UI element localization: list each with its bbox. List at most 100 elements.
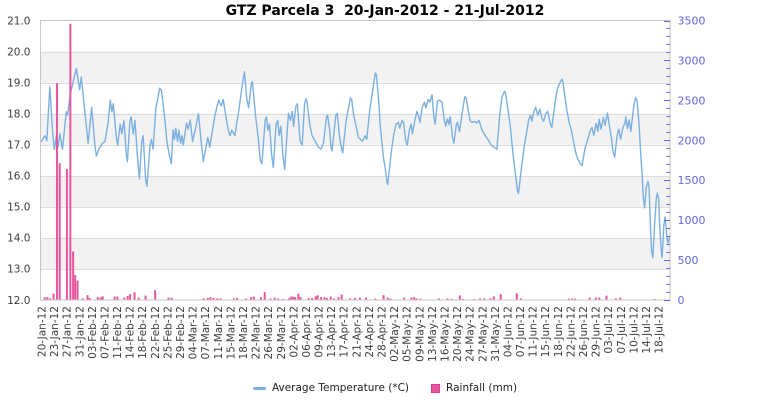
rainfall-bar bbox=[588, 297, 591, 300]
x-axis-label: 13-May-12 bbox=[427, 306, 439, 362]
y-axis-right-label: 2000 bbox=[678, 134, 706, 147]
y-axis-left-label: 16.0 bbox=[7, 171, 30, 183]
rainfall-bar bbox=[598, 297, 601, 300]
x-axis-label: 20-Jan-12 bbox=[37, 306, 49, 357]
rainfall-bar bbox=[72, 251, 75, 300]
rainfall-bar bbox=[235, 298, 238, 300]
y-axis-left-label: 17.0 bbox=[7, 140, 30, 152]
x-axis-label: 29-Mar-12 bbox=[276, 306, 288, 359]
rainfall-bar bbox=[259, 297, 262, 300]
rainfall-bar bbox=[605, 295, 608, 300]
rainfall-bar bbox=[65, 169, 68, 300]
rainfall-bar bbox=[386, 297, 389, 300]
rainfall-square-marker bbox=[431, 383, 441, 393]
y-axis-left-label: 21.0 bbox=[7, 15, 30, 27]
y-axis-right-label: 0 bbox=[678, 294, 685, 307]
x-axis-label: 14-Feb-12 bbox=[125, 306, 137, 359]
rainfall-bar bbox=[219, 298, 222, 300]
rainfall-bar bbox=[374, 298, 377, 300]
rainfall-bar bbox=[340, 294, 343, 300]
x-axis-label: 18-Jun-12 bbox=[553, 306, 565, 357]
rainfall-bar bbox=[269, 298, 272, 300]
y-axis-left-label: 18.0 bbox=[7, 108, 30, 120]
rainfall-bar bbox=[74, 274, 77, 300]
rainfall-bar bbox=[413, 297, 416, 300]
temperature-line bbox=[40, 67, 671, 259]
y-axis-right-label: 500 bbox=[678, 254, 699, 267]
x-axis-label: 06-Apr-12 bbox=[301, 306, 313, 358]
x-axis-label: 09-Apr-12 bbox=[314, 306, 326, 358]
rainfall-bar bbox=[116, 296, 119, 300]
rainfall-bar bbox=[252, 296, 255, 300]
rainfall-bar bbox=[49, 298, 52, 300]
x-axis-label: 07-Jul-12 bbox=[616, 306, 628, 354]
x-axis-label: 09-May-12 bbox=[414, 306, 426, 362]
x-axis-label: 29-Feb-12 bbox=[175, 306, 187, 359]
x-axis-label: 22-Mar-12 bbox=[251, 306, 263, 359]
rainfall-bar bbox=[571, 298, 574, 300]
x-axis-label: 11-Mar-12 bbox=[213, 306, 225, 359]
rainfall-bar bbox=[52, 293, 55, 300]
rainfall-bar bbox=[273, 297, 276, 300]
chart-title: GTZ Parcela 3 20-Jan-2012 - 21-Jul-2012 bbox=[225, 3, 545, 19]
rainfall-bar bbox=[614, 298, 617, 300]
temperature-series bbox=[40, 67, 671, 259]
rainfall-bar bbox=[519, 298, 522, 300]
y-axis-right-label: 3000 bbox=[678, 54, 706, 67]
x-axis-label: 07-Mar-12 bbox=[200, 306, 212, 359]
x-axis-label: 02-May-12 bbox=[389, 306, 401, 362]
x-axis-label: 07-Feb-12 bbox=[99, 306, 111, 359]
rainfall-bar bbox=[99, 297, 102, 300]
rainfall-bar bbox=[294, 297, 297, 300]
rainfall-bar bbox=[170, 297, 173, 300]
rainfall-bar bbox=[382, 295, 385, 300]
rainfall-bar bbox=[329, 296, 332, 300]
rainfall-bar bbox=[58, 163, 61, 300]
x-axis-label: 18-Mar-12 bbox=[238, 306, 250, 359]
rainfall-bar bbox=[323, 297, 326, 300]
x-axis-label: 16-May-12 bbox=[439, 306, 451, 362]
rainfall-bar bbox=[292, 296, 295, 300]
rainfall-bar bbox=[202, 298, 205, 300]
rainfall-bar bbox=[311, 298, 314, 300]
x-axis-label: 07-Jun-12 bbox=[515, 306, 527, 357]
rainfall-bar bbox=[446, 298, 449, 300]
rainfall-bar bbox=[410, 297, 413, 300]
rainfall-bar bbox=[282, 298, 285, 300]
y-axis-right-labels: 3500 3000 2500 2000 1500 1000 500 0 bbox=[678, 15, 706, 308]
x-axis-label: 02-Apr-12 bbox=[288, 306, 300, 358]
y-axis-left-label: 20.0 bbox=[7, 46, 30, 58]
x-axis-label: 31-Jan-12 bbox=[74, 306, 86, 357]
rainfall-bar bbox=[101, 296, 104, 300]
rainfall-bar bbox=[96, 297, 99, 300]
rainfall-bar bbox=[325, 298, 328, 300]
rainfall-bar bbox=[314, 296, 317, 300]
x-axis-label: 17-Apr-12 bbox=[339, 306, 351, 358]
x-axis-label: 24-May-12 bbox=[465, 306, 477, 362]
rainfall-bar bbox=[332, 298, 335, 300]
plot-bands bbox=[40, 51, 670, 269]
x-axis-label: 11-Feb-12 bbox=[112, 306, 124, 359]
rainfall-bar bbox=[69, 23, 72, 300]
rainfall-bar bbox=[288, 298, 291, 300]
x-axis-label: 22-Feb-12 bbox=[150, 306, 162, 359]
rainfall-bar bbox=[86, 295, 89, 300]
rainfall-bar bbox=[479, 298, 482, 300]
rainfall-bar bbox=[129, 294, 132, 300]
x-axis-label: 03-Jul-12 bbox=[603, 306, 615, 354]
x-axis-label: 13-Apr-12 bbox=[326, 306, 338, 358]
rainfall-bar bbox=[461, 298, 464, 300]
x-axis-label: 26-Jun-12 bbox=[578, 306, 590, 357]
x-axis-label: 04-Mar-12 bbox=[188, 306, 200, 359]
rainfall-bar bbox=[250, 297, 252, 300]
rainfall-bar bbox=[81, 298, 84, 300]
rainfall-bar bbox=[232, 298, 235, 300]
rainfall-bar bbox=[365, 297, 368, 300]
x-axis-label: 29-Jun-12 bbox=[591, 306, 603, 357]
rainfall-bar bbox=[277, 298, 280, 300]
rainfall-bar bbox=[619, 297, 622, 300]
rainfall-bar bbox=[349, 298, 352, 300]
rainfall-bar bbox=[133, 292, 136, 300]
rainfall-bar bbox=[212, 298, 215, 300]
